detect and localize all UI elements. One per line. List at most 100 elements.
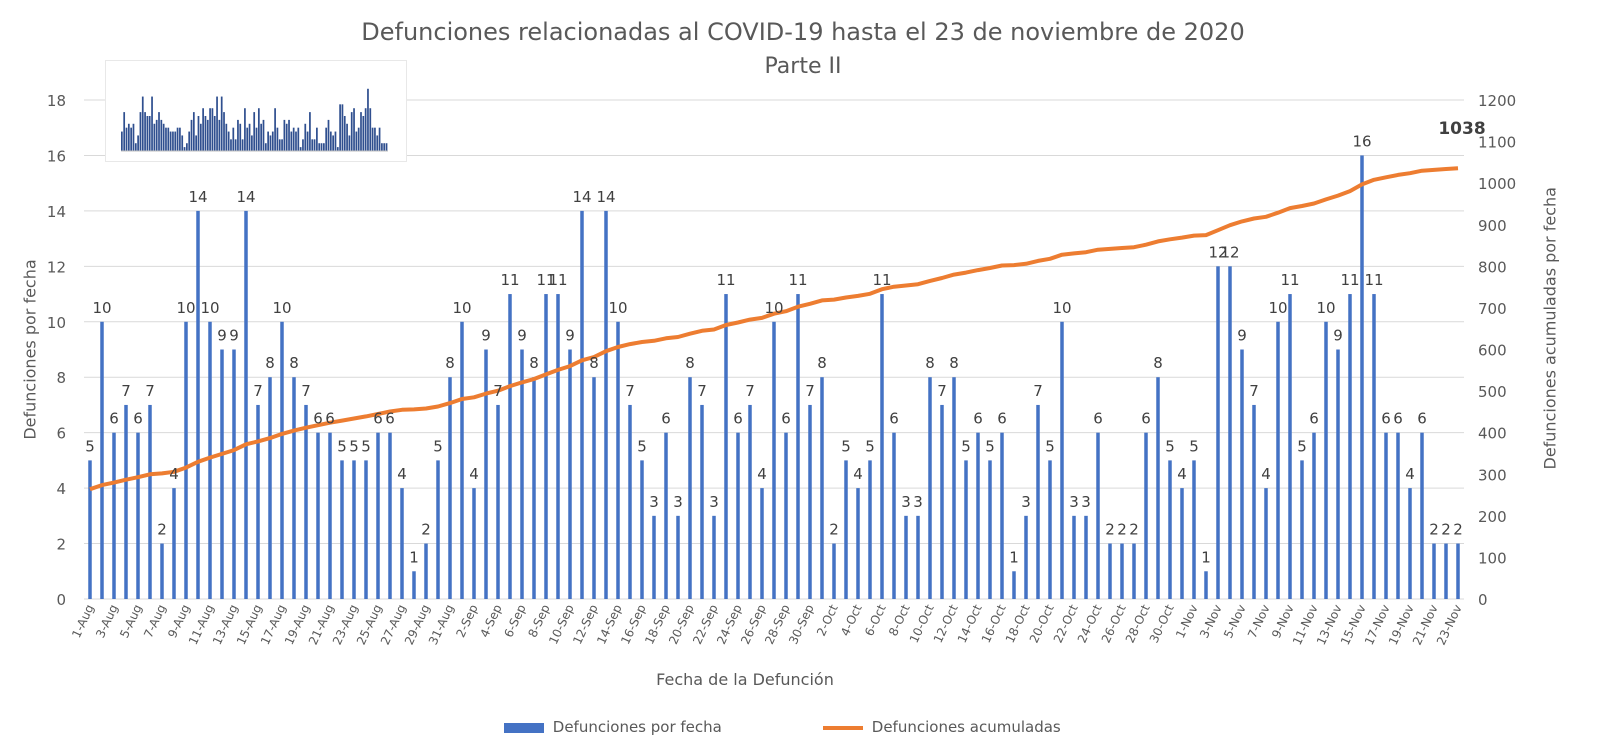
thumb-bar (362, 116, 365, 151)
bar (148, 404, 152, 599)
thumb-bar (190, 119, 193, 151)
bar-data-label: 2 (1105, 521, 1115, 539)
thumb-bar (327, 119, 330, 151)
bar (244, 210, 248, 599)
bar-data-label: 6 (1381, 410, 1391, 428)
bar-data-label: 10 (1052, 299, 1071, 317)
bar (1132, 543, 1136, 599)
thumb-bar (220, 96, 223, 151)
bar-data-label: 3 (1069, 493, 1079, 511)
thumb-bar (336, 147, 339, 151)
thumb-bar (234, 139, 237, 151)
bar (688, 377, 692, 599)
y-tick-label: 10 (47, 314, 66, 332)
thumb-bar (174, 131, 177, 151)
thumb-bar (260, 123, 263, 151)
bar (1444, 543, 1448, 599)
bar (1060, 321, 1064, 599)
y2-tick-label: 100 (1478, 549, 1507, 567)
thumb-bar (237, 119, 239, 151)
bar (160, 543, 164, 599)
bar-data-label: 11 (1364, 271, 1383, 289)
thumb-bar (376, 135, 379, 151)
bar-data-label: 9 (565, 327, 575, 345)
bar-data-label: 8 (265, 354, 275, 372)
thumb-bar (230, 139, 232, 151)
bar (976, 432, 980, 599)
bar-data-label: 10 (1316, 299, 1335, 317)
thumb-bar (267, 131, 269, 151)
thumb-bar (360, 112, 362, 151)
thumb-bar (186, 143, 188, 151)
bar-data-label: 10 (764, 299, 783, 317)
bar (292, 377, 296, 599)
bar-data-label: 10 (200, 299, 219, 317)
bar (700, 404, 704, 599)
bar (856, 488, 860, 599)
bar (676, 515, 680, 599)
bar-series (88, 155, 1460, 599)
thumb-bar (371, 127, 374, 151)
thumb-bar (162, 123, 165, 151)
bar (1336, 349, 1340, 599)
y-tick-label: 14 (47, 203, 66, 221)
y2-tick-label: 1200 (1478, 92, 1516, 110)
bar-data-label: 4 (469, 465, 479, 483)
thumb-bar (302, 139, 304, 151)
bar-data-label: 10 (452, 299, 471, 317)
bar (496, 404, 500, 599)
thumb-bar (181, 135, 184, 151)
thumb-bar (123, 112, 126, 151)
bar (328, 432, 332, 599)
bar (472, 488, 476, 599)
bar (280, 321, 284, 599)
bar (844, 460, 848, 599)
bar (1216, 266, 1220, 599)
y-axis-title: Defunciones por fecha (20, 259, 40, 440)
thumb-bar (246, 127, 249, 151)
bar (1240, 349, 1244, 599)
thumb-bar (334, 131, 337, 151)
bar-data-label: 2 (421, 521, 431, 539)
thumb-bar (176, 127, 179, 151)
thumb-bar (239, 123, 242, 151)
bar-data-label: 11 (1340, 271, 1359, 289)
bar-data-label: 6 (973, 410, 983, 428)
thumb-bar (281, 139, 283, 151)
bar-data-label: 7 (1033, 382, 1043, 400)
thumb-bar (346, 123, 348, 151)
thumb-bar (132, 123, 135, 151)
thumb-bar (299, 147, 302, 151)
bar (1420, 432, 1424, 599)
bar (928, 377, 932, 599)
legend-line-label: Defunciones acumuladas (871, 718, 1061, 736)
y-tick-label: 16 (47, 147, 66, 165)
bar (376, 432, 380, 599)
bar (568, 349, 572, 599)
bar-data-label: 6 (385, 410, 395, 428)
thumb-bar (385, 143, 388, 151)
bar-data-label: 6 (733, 410, 743, 428)
bar (616, 321, 620, 599)
thumb-bar (348, 135, 351, 151)
bar (124, 404, 128, 599)
bar-data-label: 1 (409, 548, 419, 566)
chart-title: Defunciones relacionadas al COVID-19 has… (361, 18, 1245, 46)
bar-data-label: 8 (949, 354, 959, 372)
thumb-bar (134, 143, 137, 151)
bar (1192, 460, 1196, 599)
thumb-bar (155, 119, 158, 151)
bar-data-label: 16 (1352, 132, 1371, 150)
bar-data-label: 8 (529, 354, 539, 372)
bar (1012, 571, 1016, 599)
thumb-bar (153, 123, 156, 151)
thumb-bar (183, 147, 186, 151)
y2-axis-title: Defunciones acumuladas por fecha (1540, 187, 1560, 470)
y2-tick-label: 500 (1478, 383, 1507, 401)
bar-data-label: 8 (589, 354, 599, 372)
bar-data-label: 12 (1208, 243, 1227, 261)
bar-data-label: 8 (445, 354, 455, 372)
bar (748, 404, 752, 599)
bar-data-label: 7 (745, 382, 755, 400)
y2-tick-label: 900 (1478, 217, 1507, 235)
